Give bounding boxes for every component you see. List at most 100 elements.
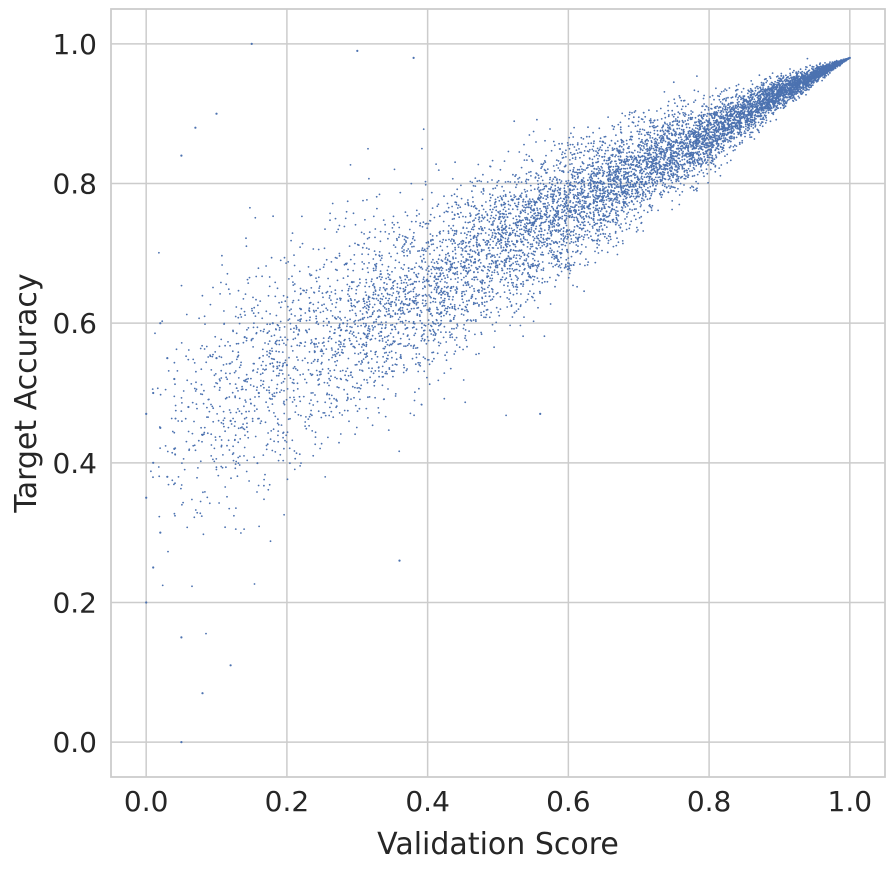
scatter-point xyxy=(443,301,445,304)
scatter-point xyxy=(640,175,643,178)
scatter-point xyxy=(754,89,757,92)
scatter-point xyxy=(308,319,311,321)
scatter-point xyxy=(497,196,499,199)
scatter-point xyxy=(267,343,270,345)
scatter-point xyxy=(435,284,438,286)
scatter-point xyxy=(640,186,643,189)
scatter-point xyxy=(463,267,466,269)
scatter-point xyxy=(401,306,404,309)
scatter-point xyxy=(346,319,349,322)
scatter-point xyxy=(774,88,776,91)
scatter-point xyxy=(738,141,741,144)
scatter-point xyxy=(182,390,185,392)
scatter-point xyxy=(223,425,225,428)
scatter-point xyxy=(365,281,368,284)
scatter-point xyxy=(753,116,756,119)
scatter-point xyxy=(514,274,517,277)
scatter-point xyxy=(336,386,339,388)
scatter-point xyxy=(243,528,246,530)
scatter-point xyxy=(465,284,468,287)
scatter-point xyxy=(542,234,545,236)
scatter-point xyxy=(608,144,611,147)
scatter-point xyxy=(489,256,492,258)
scatter-point xyxy=(221,466,224,469)
scatter-point xyxy=(545,154,547,157)
scatter-point xyxy=(514,245,517,248)
scatter-point xyxy=(470,320,473,322)
scatter-point xyxy=(599,146,602,149)
scatter-point xyxy=(330,261,333,263)
scatter-point xyxy=(520,233,523,236)
scatter-point xyxy=(385,288,388,290)
scatter-point xyxy=(336,359,339,362)
scatter-point xyxy=(331,349,333,351)
scatter-point xyxy=(347,357,350,360)
scatter-point xyxy=(316,345,319,348)
scatter-point xyxy=(381,263,384,266)
scatter-point xyxy=(308,415,311,418)
scatter-point xyxy=(548,225,551,228)
scatter-point xyxy=(269,540,272,543)
scatter-point xyxy=(668,185,670,187)
scatter-point xyxy=(658,161,661,163)
scatter-point xyxy=(324,414,327,417)
scatter-point xyxy=(454,278,457,280)
scatter-point xyxy=(415,209,418,212)
scatter-point xyxy=(412,235,415,238)
scatter-point xyxy=(557,231,560,233)
scatter-point xyxy=(381,340,384,342)
scatter-point xyxy=(386,372,388,375)
scatter-point xyxy=(444,354,446,357)
scatter-point xyxy=(400,267,403,269)
scatter-point xyxy=(365,311,368,313)
scatter-point xyxy=(524,201,527,203)
scatter-point xyxy=(610,191,613,194)
scatter-point xyxy=(616,253,619,256)
scatter-point xyxy=(597,252,600,254)
scatter-point xyxy=(540,269,543,271)
scatter-point xyxy=(793,69,795,72)
scatter-point xyxy=(494,198,497,201)
scatter-point xyxy=(532,279,535,281)
scatter-point xyxy=(517,178,519,180)
scatter-point xyxy=(394,267,396,269)
scatter-point xyxy=(652,179,654,182)
scatter-point xyxy=(261,348,264,351)
scatter-point xyxy=(545,218,548,221)
scatter-point xyxy=(159,393,162,396)
scatter-point xyxy=(593,221,596,224)
scatter-point xyxy=(505,233,507,236)
scatter-point xyxy=(613,208,616,211)
scatter-point xyxy=(628,175,630,178)
scatter-point xyxy=(764,88,767,90)
scatter-point xyxy=(174,453,177,456)
scatter-point xyxy=(430,272,433,275)
scatter-point xyxy=(309,301,312,304)
scatter-point xyxy=(461,308,464,311)
scatter-point xyxy=(626,213,628,215)
scatter-point xyxy=(368,300,371,303)
scatter-point xyxy=(220,377,223,379)
scatter-point xyxy=(325,348,328,350)
scatter-point xyxy=(707,109,710,111)
scatter-point xyxy=(650,145,653,148)
scatter-point xyxy=(383,352,386,354)
scatter-point xyxy=(173,431,176,434)
scatter-point xyxy=(639,205,642,208)
scatter-point xyxy=(509,212,512,215)
scatter-point xyxy=(509,270,511,273)
scatter-point xyxy=(556,189,559,192)
scatter-point xyxy=(234,395,237,398)
scatter-point xyxy=(809,64,811,67)
scatter-point xyxy=(219,379,221,382)
scatter-point xyxy=(437,322,439,324)
scatter-point xyxy=(378,411,380,414)
scatter-point xyxy=(213,460,216,463)
scatter-point xyxy=(626,143,628,145)
scatter-point xyxy=(427,223,430,225)
scatter-point xyxy=(453,261,456,264)
scatter-point xyxy=(504,210,507,213)
scatter-point xyxy=(245,470,248,473)
scatter-point xyxy=(686,171,689,174)
